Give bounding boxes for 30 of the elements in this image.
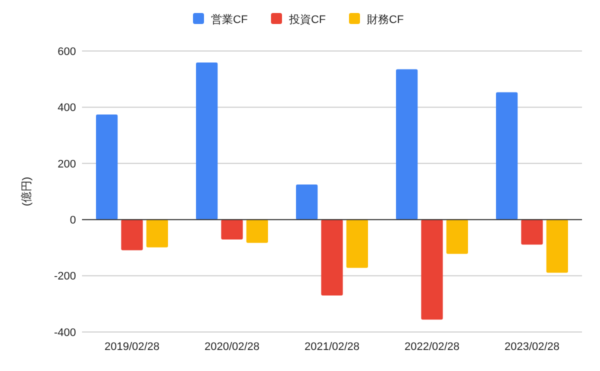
bar: [496, 92, 518, 220]
bar: [346, 220, 368, 268]
bar: [221, 220, 243, 240]
y-tick-label: -400: [54, 326, 76, 339]
y-tick-label: 0: [70, 214, 76, 226]
y-tick-label: 200: [58, 158, 76, 170]
legend-label: 財務CF: [367, 14, 404, 26]
x-tick-label: 2023/02/28: [504, 341, 560, 353]
bar: [546, 220, 568, 273]
x-tick-label: 2020/02/28: [204, 341, 260, 353]
bar: [296, 184, 318, 220]
y-axis-title: (億円): [20, 176, 33, 206]
bar: [121, 220, 143, 250]
bar: [421, 220, 443, 320]
bar: [446, 220, 468, 254]
x-tick-label: 2022/02/28: [404, 341, 460, 353]
bar: [321, 220, 343, 296]
x-tick-label: 2021/02/28: [304, 341, 360, 353]
bar: [96, 114, 118, 220]
bar: [196, 62, 218, 220]
bar: [521, 220, 543, 245]
x-tick-label: 2019/02/28: [104, 341, 160, 353]
y-tick-label: -200: [54, 270, 76, 283]
y-tick-label: 400: [58, 102, 76, 114]
legend-label: 投資CF: [288, 14, 326, 26]
bar: [396, 69, 418, 220]
bar: [246, 220, 268, 243]
legend-label: 営業CF: [211, 13, 248, 26]
bar: [146, 220, 168, 248]
y-tick-label: 600: [58, 46, 76, 58]
